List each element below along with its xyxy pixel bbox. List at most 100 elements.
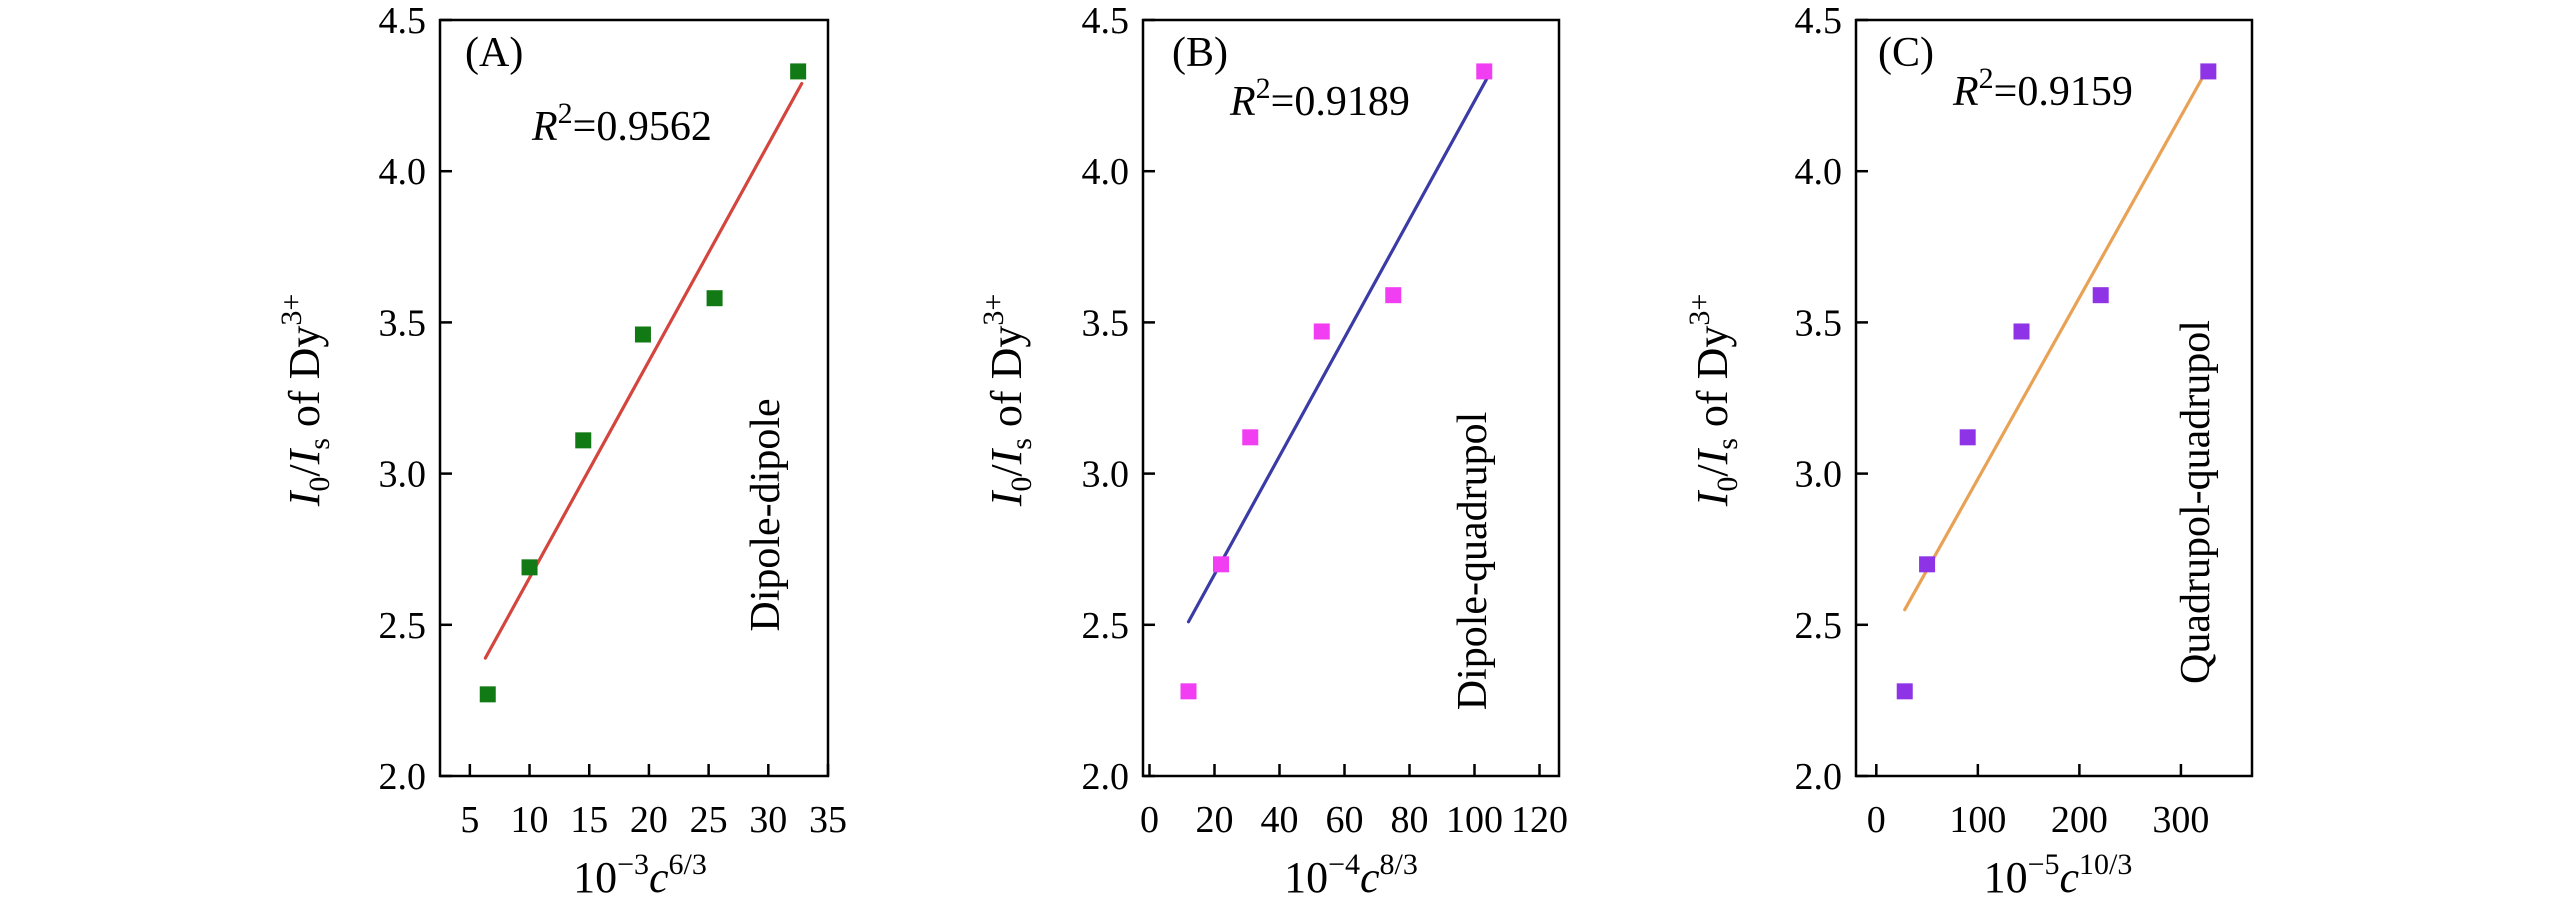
- panel-a-data-point: [790, 63, 807, 80]
- panel-b-y-axis-suffix-sup: 3+: [977, 294, 1010, 326]
- panel-c-x-axis-base-exponent: −5: [2028, 848, 2060, 881]
- panel-c-x-axis-label: 10−5c10/3: [1984, 848, 2133, 902]
- panel-a-data-point: [521, 559, 538, 576]
- panel-b-x-axis-base-exponent: −4: [1328, 848, 1360, 881]
- panel-b-x-tick-label: 120: [1511, 799, 1568, 841]
- panel-a-r-squared-exponent: 2: [558, 97, 573, 130]
- panel-c-y-tick-label: 4.0: [1795, 151, 1843, 193]
- panel-c-label: (C): [1878, 30, 1934, 76]
- panel-b-x-axis-variable-exponent: 8/3: [1380, 848, 1418, 881]
- panel-b-data-point: [1313, 323, 1330, 340]
- panel-a-x-axis-base: 10: [573, 853, 617, 902]
- panel-b-y-axis-denominator-sub: s: [1005, 438, 1038, 450]
- panel-c-data-point: [1896, 683, 1913, 700]
- panel-a-y-axis-numerator-sub: 0: [303, 477, 336, 492]
- panel-c-data-point: [2200, 63, 2217, 80]
- panel-c-y-axis-denominator: I: [1688, 447, 1737, 465]
- panel-b-y-tick-label: 4.0: [1082, 151, 1130, 193]
- panel-c-y-axis-denominator-sub: s: [1711, 438, 1744, 450]
- panel-b-plot-frame: [1141, 18, 1561, 778]
- panel-a-data-point: [479, 686, 496, 703]
- panel-b-y-axis-numerator: I: [982, 489, 1031, 507]
- panel-a-r-squared-value: =0.9562: [573, 104, 712, 150]
- panel-b-y-tick-label: 3.0: [1082, 454, 1130, 496]
- panel-c-r-squared: R2=0.9159: [1952, 62, 2133, 115]
- panel-a-x-tick-label: 35: [809, 799, 847, 841]
- panel-c-y-tick-label: 3.5: [1795, 302, 1843, 344]
- panel-a-data-point: [706, 290, 723, 307]
- panel-b-x-axis-variable: c: [1360, 853, 1380, 902]
- panel-c-x-axis-base: 10: [1984, 853, 2028, 902]
- panel-c-y-axis-numerator: I: [1688, 489, 1737, 507]
- panel-a-fit-line: [483, 81, 804, 660]
- panel-a-x-axis-variable: c: [649, 853, 669, 902]
- panel-b-y-tick-label: 2.5: [1082, 605, 1130, 647]
- panel-b-x-tick-label: 40: [1261, 799, 1299, 841]
- panel-c-data-point: [1919, 556, 1936, 573]
- panel-a-x-tick-label: 5: [460, 799, 479, 841]
- panel-a-mechanism-label: Dipole-dipole: [743, 398, 789, 631]
- panel-b-label: (B): [1172, 30, 1228, 76]
- panel-b-y-tick-label: 2.0: [1082, 756, 1130, 798]
- panel-a-y-tick-label: 2.5: [379, 605, 427, 647]
- panel-a-x-tick-label: 25: [690, 799, 728, 841]
- panel-c-y-axis-suffix: of Dy: [1688, 326, 1737, 438]
- panel-a-x-axis-variable-exponent: 6/3: [669, 848, 707, 881]
- panel-a-y-tick-label: 3.5: [379, 302, 427, 344]
- panel-b-y-axis-suffix: of Dy: [982, 326, 1031, 438]
- panel-b-y-axis-slash: /: [982, 464, 1031, 477]
- panel-c-y-axis-numerator-sub: 0: [1711, 477, 1744, 492]
- panel-b-plot-area: 0 20 40 60 80 100 120 2.0 2.5 3.0 3.5 4.0 4.5: [1082, 0, 1569, 841]
- panel-b-y-axis-numerator-sub: 0: [1005, 477, 1038, 492]
- panel-a-plot-area: 5 10 15 20 25 30 35 2.0 2.5 3.0 3.5 4.0 4.5: [379, 0, 848, 841]
- panel-b-x-axis-label: 10−4c8/3: [1284, 848, 1418, 902]
- panel-b-data-point: [1213, 556, 1229, 573]
- panel-c-y-tick-label: 3.0: [1795, 454, 1843, 496]
- panel-c-y-axis-slash: /: [1688, 464, 1737, 477]
- panel-c-r-squared-exponent: 2: [1979, 62, 1994, 95]
- panel-b-r-squared-value: =0.9189: [1271, 79, 1410, 125]
- panel-a-y-axis-numerator: I: [280, 489, 329, 507]
- panel-c-r-squared-value: =0.9159: [1994, 69, 2133, 115]
- panel-b-mechanism-label: Dipole-quadrupol: [1450, 412, 1496, 711]
- panel-b-data-point: [1476, 63, 1493, 80]
- panel-b-x-tick-label: 0: [1140, 799, 1159, 841]
- panel-c-fit-line: [1903, 63, 2211, 612]
- panel-a-y-axis-label: I0/Is of Dy3+: [275, 294, 336, 508]
- panel-c-y-axis-label: I0/Is of Dy3+: [1683, 294, 1744, 508]
- panel-a-y-axis-denominator-sub: s: [303, 438, 336, 450]
- panel-c-x-axis-variable-exponent: 10/3: [2079, 848, 2132, 881]
- panel-a-x-tick-label: 20: [630, 799, 668, 841]
- panel-b-y-axis-denominator: I: [982, 447, 1031, 465]
- panel-a: 5 10 15 20 25 30 352.02.53.03.54.04.5 (A) R2=0…: [275, 0, 847, 902]
- panel-c-data-point: [1959, 429, 1976, 446]
- panel-c-x-axis-variable: c: [2060, 853, 2080, 902]
- panel-a-r-squared: R2=0.9562: [531, 97, 712, 150]
- panel-c-y-axis-suffix-sup: 3+: [1683, 294, 1716, 326]
- panel-b-y-tick-label: 4.5: [1082, 0, 1130, 42]
- panel-c-data-point: [2092, 287, 2109, 304]
- panel-a-r-squared-symbol: R: [531, 104, 558, 150]
- panel-a-y-axis-denominator: I: [280, 447, 329, 465]
- panel-a-y-tick-label: 4.0: [379, 151, 427, 193]
- panel-a-y-tick-label: 4.5: [379, 0, 427, 42]
- panel-b-fit-line: [1186, 75, 1490, 624]
- panel-c-mechanism-label: Quadrupol-quadrupol: [2173, 320, 2219, 684]
- panel-b-data-point: [1242, 429, 1259, 446]
- panel-c-data-point: [2013, 323, 2030, 340]
- panel-c-x-tick-label: 100: [1949, 799, 2006, 841]
- panel-b-y-tick-label: 3.5: [1082, 302, 1130, 344]
- panel-c-x-tick-label: 200: [2051, 799, 2108, 841]
- panel-c-plot-frame: [1854, 18, 2254, 778]
- panel-c-x-tick-label: 300: [2152, 799, 2209, 841]
- panel-a-y-axis-suffix: of Dy: [280, 326, 329, 438]
- panel-b-r-squared: R2=0.9189: [1229, 72, 1410, 125]
- panel-a-plot-frame: [438, 18, 830, 778]
- panel-c-r-squared-symbol: R: [1952, 69, 1979, 115]
- panel-c-y-tick-label: 4.5: [1795, 0, 1843, 42]
- panel-c-plot-area: 0 100 200 300 2.0 2.5 3.0 3.5 4.0 4.5: [1795, 0, 2254, 841]
- panel-b-data-point: [1385, 287, 1402, 304]
